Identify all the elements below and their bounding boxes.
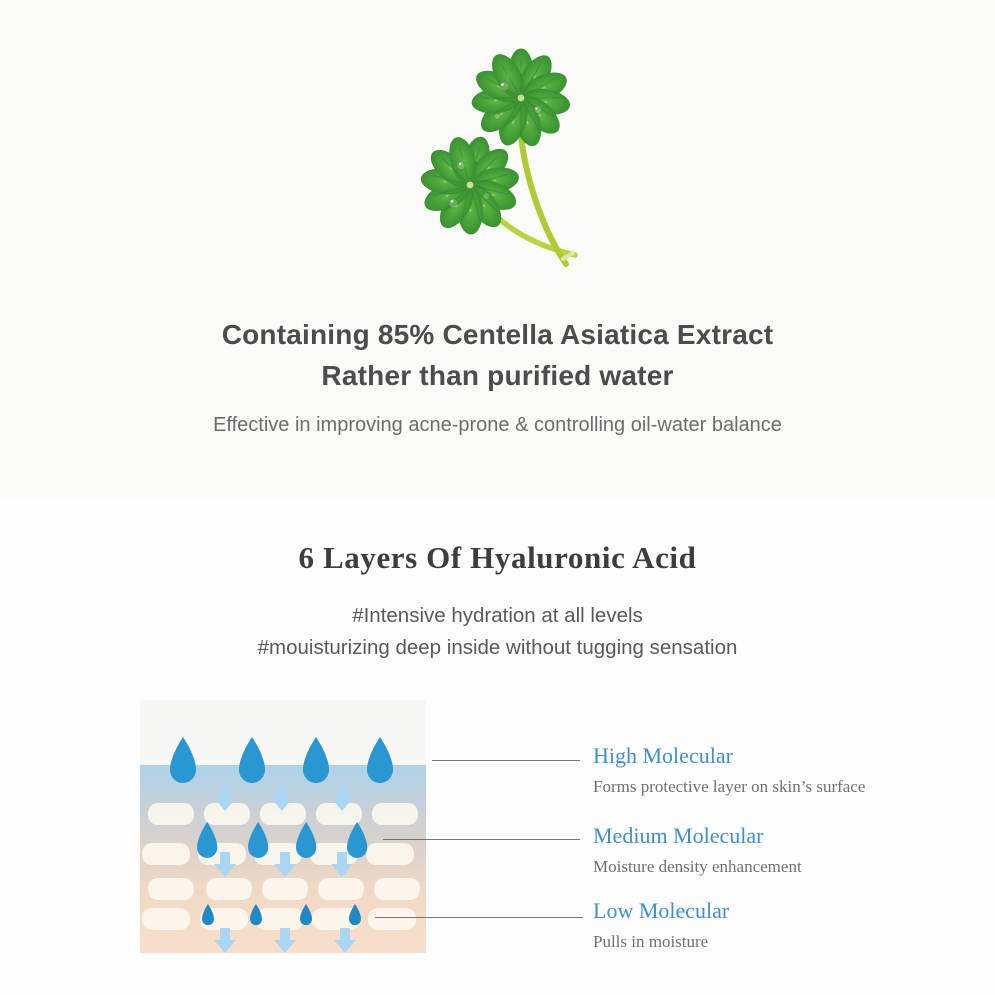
low-molecular-drop-icons xyxy=(202,904,361,926)
water-droplets-on-leaf xyxy=(494,81,543,120)
water-droplets-on-leaf xyxy=(448,160,491,209)
layer-name: Low Molecular xyxy=(593,898,730,923)
centella-leaf-upper xyxy=(471,48,571,147)
layer-label-high: High Molecular Forms protective layer on… xyxy=(593,744,923,797)
leaf-veins xyxy=(432,147,508,223)
high-molecular-drop-icons xyxy=(170,737,393,783)
skin-layers-diagram xyxy=(140,700,426,953)
layer-label-medium: Medium Molecular Moisture density enhanc… xyxy=(593,824,923,877)
centella-leaf-lower xyxy=(420,136,519,235)
centella-subtext: Effective in improving acne-prone & cont… xyxy=(213,414,782,436)
centella-heading: Containing 85% Centella Asiatica Extract… xyxy=(0,314,995,396)
centella-leaves-image xyxy=(420,48,578,267)
layer-name: Medium Molecular xyxy=(593,823,764,848)
leaf-center xyxy=(466,181,474,189)
layer-label-low: Low Molecular Pulls in moisture xyxy=(593,899,923,952)
hashtag-line1: #Intensive hydration at all levels xyxy=(352,604,643,627)
leaf-veins xyxy=(482,59,560,137)
hyaluronic-hashtags: #Intensive hydration at all levels #moui… xyxy=(0,600,995,664)
high-molecular-connector-line xyxy=(432,760,580,761)
centella-heading-line1: Containing 85% Centella Asiatica Extract xyxy=(221,319,774,350)
hyaluronic-title: 6 Layers Of Hyaluronic Acid xyxy=(298,540,697,575)
centella-section: Containing 85% Centella Asiatica Extract… xyxy=(0,0,995,497)
moisture-cells xyxy=(142,803,420,930)
hashtag-line2: #mouisturizing deep inside without tuggi… xyxy=(257,636,738,659)
layer-description: Forms protective layer on skin’s surface xyxy=(593,777,866,796)
layer-name: High Molecular xyxy=(593,743,733,768)
layer-description: Moisture density enhancement xyxy=(593,857,802,876)
centella-heading-line2: Rather than purified water xyxy=(321,360,674,391)
leaf-center xyxy=(517,94,525,102)
layer-description: Pulls in moisture xyxy=(593,932,709,951)
low-molecular-connector-line xyxy=(375,917,583,918)
medium-molecular-drop-icons xyxy=(197,822,368,858)
absorption-arrows xyxy=(214,786,356,953)
medium-molecular-connector-line xyxy=(383,839,580,840)
